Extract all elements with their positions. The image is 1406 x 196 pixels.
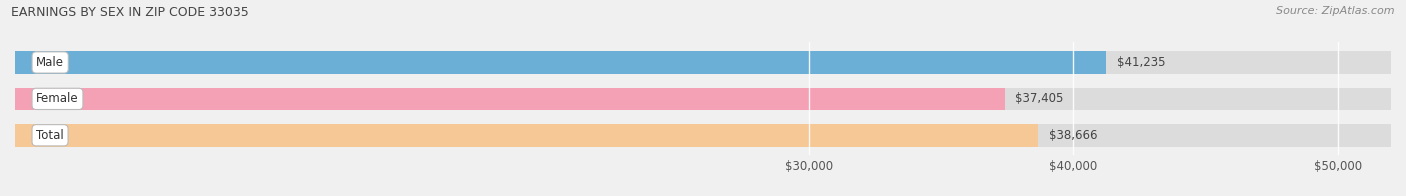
Text: $41,235: $41,235 [1116,56,1166,69]
Bar [15,51,1107,74]
Text: Source: ZipAtlas.com: Source: ZipAtlas.com [1277,6,1395,16]
Bar [15,88,1005,110]
Text: $38,666: $38,666 [1049,129,1097,142]
Text: Male: Male [37,56,65,69]
Bar [15,51,1391,74]
Text: Female: Female [37,92,79,105]
Text: EARNINGS BY SEX IN ZIP CODE 33035: EARNINGS BY SEX IN ZIP CODE 33035 [11,6,249,19]
Bar [15,124,1038,147]
Bar [15,88,1391,110]
Text: Total: Total [37,129,63,142]
Text: $37,405: $37,405 [1015,92,1064,105]
Bar [15,124,1391,147]
